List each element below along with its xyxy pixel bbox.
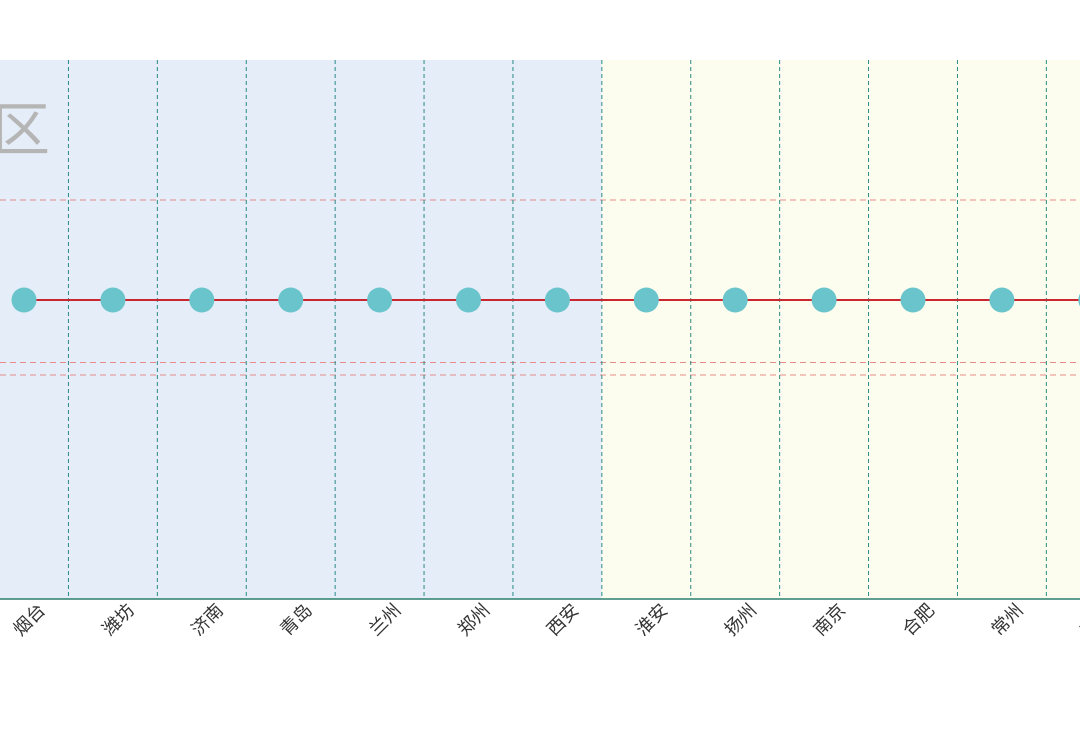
data-point-12 (989, 287, 1015, 313)
data-point-7 (544, 287, 570, 313)
data-point-1 (11, 287, 37, 313)
region-backgrounds: 区 (0, 60, 1080, 599)
x-tick-label-11: 合肥 (899, 600, 939, 640)
grid (0, 60, 1080, 600)
region-2-background (601, 60, 1080, 599)
data-point-10 (811, 287, 837, 313)
data-point-6 (456, 287, 481, 313)
data-point-2 (100, 287, 126, 313)
x-tick-label-13: 苏州 (1076, 600, 1080, 640)
x-tick-label-4: 青岛 (276, 600, 316, 640)
series (11, 287, 1080, 313)
region-1-label: 区 (0, 96, 50, 164)
tick-labels: 烟台 潍坊 济南 青岛 兰州 郑州 西安 淮安 扬州 南京 合肥 常州 苏州 (10, 600, 1080, 640)
data-point-3 (189, 287, 215, 313)
x-tick-label-10: 南京 (810, 600, 850, 640)
data-point-4 (278, 287, 304, 313)
x-tick-label-9: 扬州 (721, 600, 761, 640)
x-tick-label-2: 潍坊 (99, 600, 139, 640)
x-tick-label-8: 淮安 (632, 600, 672, 640)
x-tick-label-5: 兰州 (365, 600, 405, 640)
region-1-background (0, 60, 602, 599)
data-point-11 (900, 287, 926, 313)
x-tick-label-12: 常州 (988, 600, 1028, 640)
x-tick-label-6: 郑州 (454, 600, 494, 640)
x-tick-label-3: 济南 (187, 600, 227, 640)
x-tick-label-7: 西安 (543, 600, 583, 640)
x-tick-label-1: 烟台 (10, 600, 50, 640)
data-point-5 (367, 287, 393, 313)
data-point-8 (633, 287, 659, 313)
data-point-9 (722, 287, 748, 313)
